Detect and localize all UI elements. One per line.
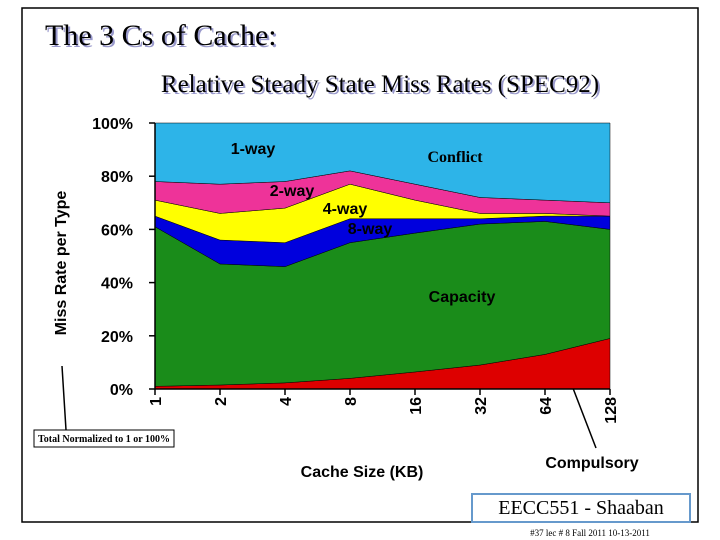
subtitle-shadow: Relative Steady State Miss Rates (SPEC92…	[163, 73, 601, 100]
y-tick-label: 100%	[92, 116, 133, 133]
series-label: Compulsory	[545, 455, 638, 472]
footer-box	[471, 493, 691, 523]
series-label: 2-way	[270, 183, 315, 200]
y-tick-label: 60%	[101, 222, 133, 239]
y-tick-label: 20%	[101, 329, 133, 346]
chart-subtitle: Relative Steady State Miss Rates (SPEC92…	[161, 71, 599, 98]
y-axis-label: Miss Rate per Type	[53, 191, 70, 336]
y-tick-label: 80%	[101, 169, 133, 186]
area	[154, 122, 611, 204]
x-tick-label: 128	[603, 397, 620, 424]
chart-title: The 3 Cs of Cache:	[45, 19, 277, 52]
footer-note: #37 lec # 8 Fall 2011 10-13-2011	[530, 528, 650, 538]
footer-brand: EECC551 - Shaaban	[498, 497, 664, 519]
x-tick-label: 32	[473, 397, 490, 415]
note-text: Total Normalized to 1 or 100%	[38, 434, 170, 445]
title-shadow: The 3 Cs of Cache:	[47, 21, 279, 54]
series-label: Capacity	[429, 289, 496, 306]
x-tick-label: 64	[538, 397, 555, 415]
x-tick-label: 8	[343, 397, 360, 406]
y-tick-label: 0%	[110, 382, 133, 399]
pointer-line	[61, 365, 67, 431]
x-tick-label: 4	[278, 397, 295, 406]
x-tick-label: 2	[213, 397, 230, 406]
x-axis-label: Cache Size (KB)	[301, 464, 424, 481]
plot: 0% 20% 40% 60% 80% 100% 1 2 4 8 16 32 64 128	[92, 116, 620, 424]
series-label: 4-way	[323, 201, 368, 218]
y-tick-label: 40%	[101, 276, 133, 293]
series-label: 8-way	[348, 221, 393, 238]
series-label: 1-way	[231, 141, 276, 158]
x-tick-label: 16	[408, 397, 425, 415]
slide-frame	[21, 7, 699, 523]
note-box	[33, 429, 175, 448]
x-tick-label: 1	[148, 397, 165, 406]
annotation: Conflict	[427, 149, 483, 166]
